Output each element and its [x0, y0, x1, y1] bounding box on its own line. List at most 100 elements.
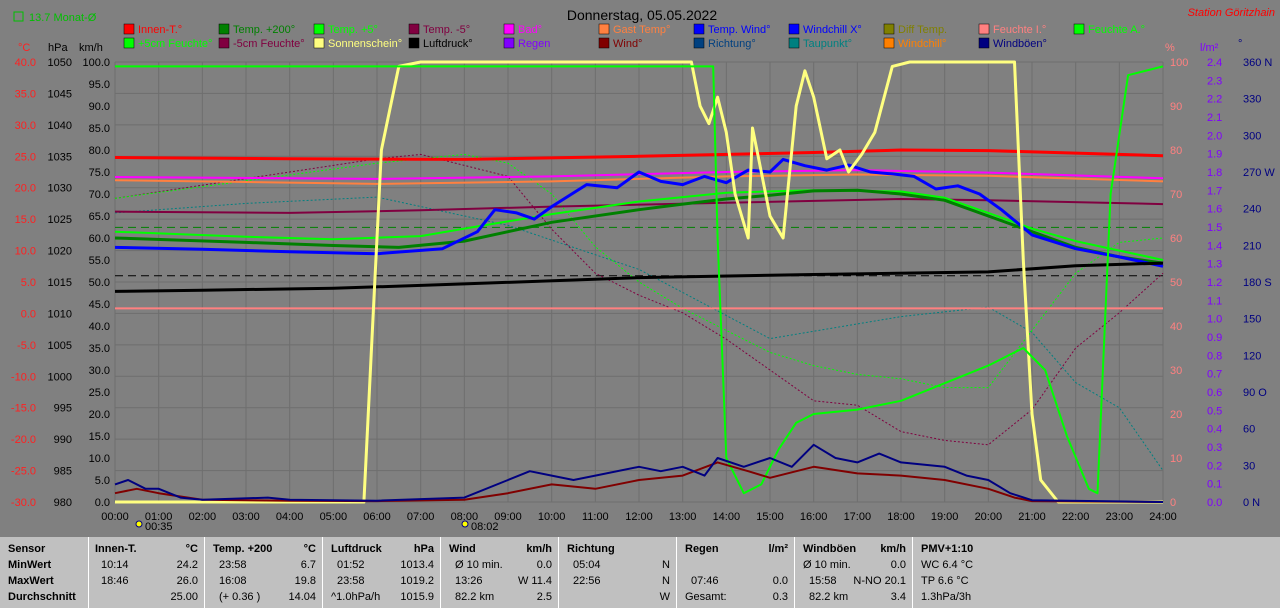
legend-label: Bad° [518, 24, 542, 36]
time-tick-label: 12:00 [625, 511, 653, 523]
lm2-tick-label: 2.0 [1207, 130, 1222, 142]
legend-swatch [788, 23, 800, 35]
legend-swatch [788, 37, 800, 49]
sunrise-marker: 00:35 [135, 520, 173, 533]
wind-avg10-value: 0.0 [536, 559, 552, 571]
deg-tick-label: 90 O [1243, 387, 1267, 399]
lm2-tick-label: 2.4 [1207, 57, 1222, 69]
statistics-panel: Sensor MinWert MaxWert Durchschnitt Inne… [0, 537, 1280, 608]
percent-axis-label: % [1165, 42, 1175, 54]
hpa-tick-label: 1030 [48, 183, 72, 195]
hpa-tick-label: 1050 [48, 57, 72, 69]
deg-tick-label: 30 [1243, 460, 1255, 472]
lm2-tick-label: 0.6 [1207, 387, 1222, 399]
legend-swatch [693, 37, 705, 49]
kmh-tick-label: 100.0 [82, 57, 110, 69]
hpa-tick-label: 990 [54, 434, 72, 446]
deg-tick-label: 180 S [1243, 277, 1272, 289]
pmv-windchill: WC 6.4 °C [921, 559, 974, 571]
deg-tick-label: 240 [1243, 204, 1261, 216]
legend-label: Windchill° [898, 38, 946, 50]
temp200-min-value: 6.7 [300, 559, 316, 571]
richtung-max-value: N [662, 575, 670, 587]
time-tick-label: 02:00 [189, 511, 217, 523]
stats-sensor: Sensor MinWert MaxWert Durchschnitt [0, 537, 88, 608]
wind-avg10-label: Ø 10 min. [455, 559, 503, 571]
regen-total-value: 0.3 [772, 591, 788, 603]
sensor-header: Sensor [8, 543, 46, 555]
deg-tick-label: 0 N [1243, 497, 1260, 509]
legend-swatch [313, 23, 325, 35]
kmh-tick-label: 20.0 [89, 409, 110, 421]
series-temp-wind [114, 157, 1164, 268]
sunset-icon [461, 520, 469, 528]
celsius-tick-label: -25.0 [11, 466, 36, 478]
time-tick-label: 09:00 [494, 511, 522, 523]
luftdruck-unit: hPa [413, 543, 434, 555]
time-tick-label: 19:00 [931, 511, 959, 523]
legend-label: Sonnenschein° [328, 38, 402, 50]
hpa-tick-label: 985 [54, 466, 72, 478]
deg-tick-label: 120 [1243, 350, 1261, 362]
time-tick-label: 11:00 [582, 511, 609, 523]
windboeen-avg: 3.4 [890, 591, 906, 603]
legend-swatch [978, 23, 990, 35]
legend-swatch [598, 37, 610, 49]
stats-regen: Regen l/m² 07:46 0.0 Gesamt: 0.3 [676, 537, 794, 608]
sunset-time: 08:02 [471, 521, 499, 533]
kmh-tick-label: 65.0 [89, 211, 110, 223]
legend-swatch [598, 23, 610, 35]
lm2-tick-label: 0.7 [1207, 369, 1222, 381]
hpa-tick-label: 980 [54, 497, 72, 509]
legend-swatch [978, 37, 990, 49]
temp200-unit: °C [303, 543, 316, 555]
lm2-tick-label: 2.3 [1207, 75, 1222, 87]
lm2-tick-label: 1.2 [1207, 277, 1222, 289]
luftdruck-trend: ^1.0hPa/h [331, 591, 381, 603]
celsius-tick-label: -30.0 [11, 497, 36, 509]
stats-richtung: Richtung 05:04 N 22:56 N W [558, 537, 676, 608]
regen-max-value: 0.0 [772, 575, 788, 587]
innen-unit: °C [185, 543, 198, 555]
durchschnitt-label: Durchschnitt [8, 591, 76, 603]
hpa-tick-label: 1025 [48, 214, 72, 226]
stats-wind: Wind km/h Ø 10 min. 0.0 13:26 W 11.4 82.2 k… [440, 537, 558, 608]
pmv-taupunkt: TP 6.6 °C [921, 575, 969, 587]
legend-label: Temp. Wind° [708, 24, 770, 36]
kmh-tick-label: 40.0 [89, 321, 110, 333]
percent-tick-label: 100 [1170, 57, 1188, 69]
time-tick-label: 21:00 [1018, 511, 1046, 523]
time-tick-label: 18:00 [887, 511, 915, 523]
time-tick-label: 04:00 [276, 511, 304, 523]
chart-title: Donnerstag, 05.05.2022 [567, 7, 717, 23]
percent-tick-label: 70 [1170, 189, 1182, 201]
celsius-tick-label: -20.0 [11, 434, 36, 446]
lm2-tick-label: 0.4 [1207, 424, 1222, 436]
lm2-tick-label: 1.4 [1207, 240, 1222, 252]
time-tick-label: 06:00 [363, 511, 391, 523]
lm2-tick-label: 1.8 [1207, 167, 1222, 179]
pmv-title: PMV+1:10 [921, 543, 974, 555]
windboeen-avg10-value: 0.0 [890, 559, 906, 571]
series-5cm-feuchte [114, 153, 1164, 389]
series-temp-5 [114, 198, 1164, 214]
lm2-tick-label: 0.1 [1207, 479, 1222, 491]
legend-label: Wind° [613, 38, 642, 50]
temp200-avg: 14.04 [288, 591, 316, 603]
lm2-tick-label: 1.3 [1207, 259, 1222, 271]
sunrise-icon [135, 520, 143, 528]
deg-tick-label: 270 W [1243, 167, 1275, 179]
luftdruck-title: Luftdruck [331, 543, 382, 555]
regen-max-time: 07:46 [691, 575, 719, 587]
legend-label: Temp. +200° [233, 24, 295, 36]
hpa-tick-label: 995 [54, 403, 72, 415]
innen-min-time: 10:14 [101, 559, 129, 571]
deg-tick-label: 210 [1243, 240, 1261, 252]
time-tick-label: 20:00 [975, 511, 1003, 523]
legend-swatch [313, 37, 325, 49]
richtung-max-time: 22:56 [573, 575, 601, 587]
kmh-tick-label: 15.0 [89, 431, 110, 443]
legend-label: Regen [518, 38, 550, 50]
stats-temp200: Temp. +200 °C 23:58 6.7 16:08 19.8 (+ 0.36 … [204, 537, 322, 608]
time-tick-label: 15:00 [756, 511, 784, 523]
